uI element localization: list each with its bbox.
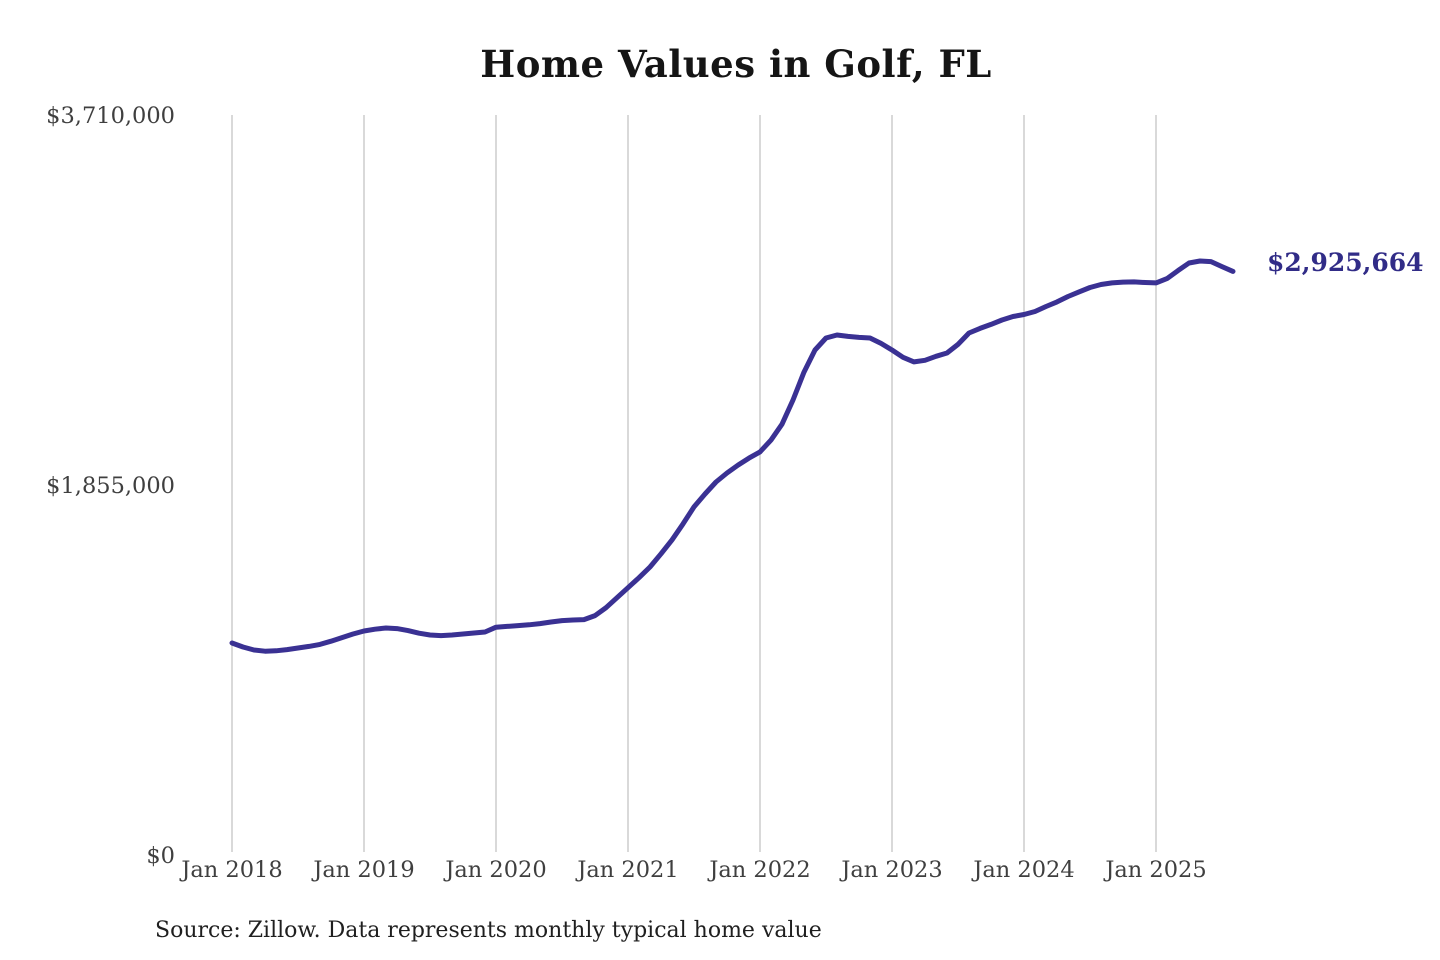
x-tick-label: Jan 2023: [839, 857, 942, 883]
x-tick-label: Jan 2021: [575, 857, 678, 883]
vertical-gridlines: [231, 115, 1157, 852]
x-axis-tick-labels: Jan 2018 Jan 2019 Jan 2020 Jan 2021 Jan 2022…: [179, 857, 1206, 883]
y-tick-label: $3,710,000: [46, 103, 175, 129]
x-tick-label: Jan 2018: [179, 857, 282, 883]
x-tick-label: Jan 2019: [311, 857, 414, 883]
y-tick-label: $0: [146, 843, 175, 869]
x-tick-label: Jan 2022: [707, 857, 810, 883]
y-tick-label: $1,855,000: [46, 473, 175, 499]
x-tick-label: Jan 2020: [443, 857, 546, 883]
home-value-line-series: [229, 258, 1236, 654]
x-tick-label: Jan 2025: [1103, 857, 1206, 883]
y-axis-tick-labels: $0 $1,855,000 $3,710,000: [46, 103, 175, 869]
source-note: Source: Zillow. Data represents monthly …: [155, 918, 822, 943]
latest-value-label: $2,925,664: [1267, 248, 1424, 277]
x-tick-label: Jan 2024: [971, 857, 1074, 883]
chart-title: Home Values in Golf, FL: [480, 42, 992, 86]
